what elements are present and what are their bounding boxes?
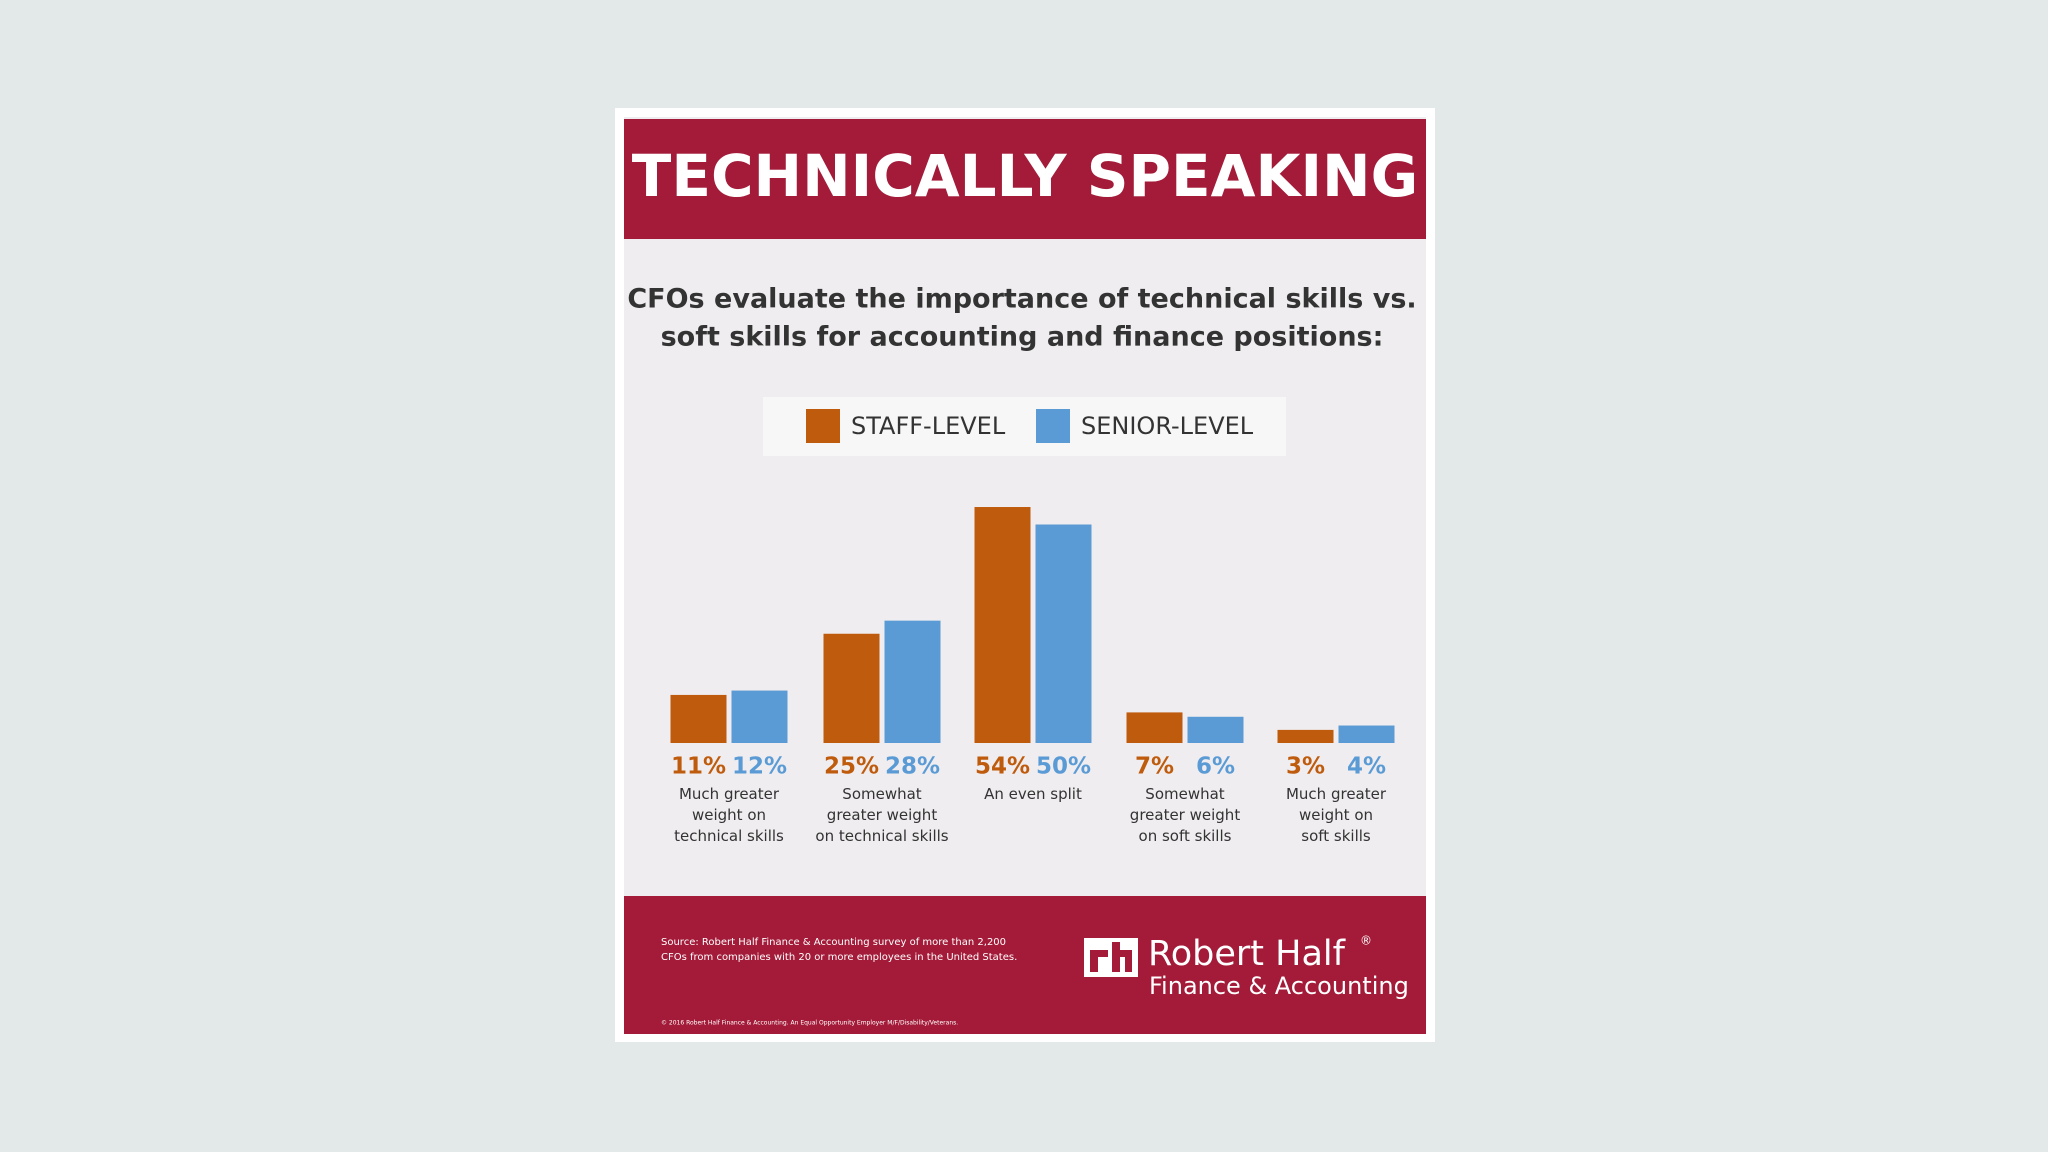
value-label: 11% — [671, 754, 726, 780]
footer-band — [624, 896, 1426, 1034]
x-tick-label: Much greater weight on soft skills — [1286, 785, 1387, 845]
x-tick-label: Somewhat greater weight on soft skills — [1130, 785, 1241, 845]
x-tick-label: Much greater weight on technical skills — [674, 785, 784, 845]
registered-mark: ® — [1360, 934, 1372, 948]
chart-title: TECHNICALLY SPEAKING — [632, 142, 1418, 210]
value-label: 54% — [975, 754, 1030, 780]
header-band — [624, 119, 1426, 239]
value-label: 50% — [1036, 754, 1091, 780]
value-label: 3% — [1286, 754, 1325, 780]
legend-label: SENIOR-LEVEL — [1081, 412, 1254, 440]
legend-label: STAFF-LEVEL — [851, 412, 1006, 440]
bar — [670, 694, 727, 743]
logo-shape — [1125, 950, 1132, 972]
legend-box — [763, 397, 1286, 456]
logo-shape — [1112, 950, 1132, 957]
bar — [1187, 716, 1244, 743]
bar — [823, 633, 880, 743]
bar — [1338, 725, 1395, 743]
bar — [1126, 712, 1183, 743]
value-label: 25% — [824, 754, 879, 780]
value-label: 12% — [732, 754, 787, 780]
bar — [1277, 729, 1334, 743]
source-note: CFOs from companies with 20 or more empl… — [661, 952, 1017, 963]
subtitle: soft skills for accounting and finance p… — [661, 322, 1384, 353]
x-tick-label: An even split — [984, 785, 1082, 803]
value-label: 6% — [1196, 754, 1235, 780]
logo-icon — [1084, 938, 1138, 977]
value-label: 4% — [1347, 754, 1386, 780]
copyright: © 2016 Robert Half Finance & Accounting.… — [661, 1020, 958, 1027]
logo-shape — [1090, 950, 1108, 957]
value-label: 7% — [1135, 754, 1174, 780]
subtitle: CFOs evaluate the importance of technica… — [627, 284, 1416, 315]
legend-swatch — [1036, 409, 1070, 443]
x-tick-label: Somewhat greater weight on technical skill… — [815, 785, 948, 845]
logo-shape — [1090, 950, 1098, 972]
value-label: 28% — [885, 754, 940, 780]
bar — [1035, 524, 1092, 743]
bar — [731, 690, 788, 743]
bar — [884, 620, 941, 743]
brand-division: Finance & Accounting — [1149, 972, 1409, 1000]
source-note: Source: Robert Half Finance & Accounting… — [661, 937, 1006, 948]
bar — [974, 507, 1031, 743]
brand-name: Robert Half — [1148, 934, 1346, 974]
legend-swatch — [806, 409, 840, 443]
